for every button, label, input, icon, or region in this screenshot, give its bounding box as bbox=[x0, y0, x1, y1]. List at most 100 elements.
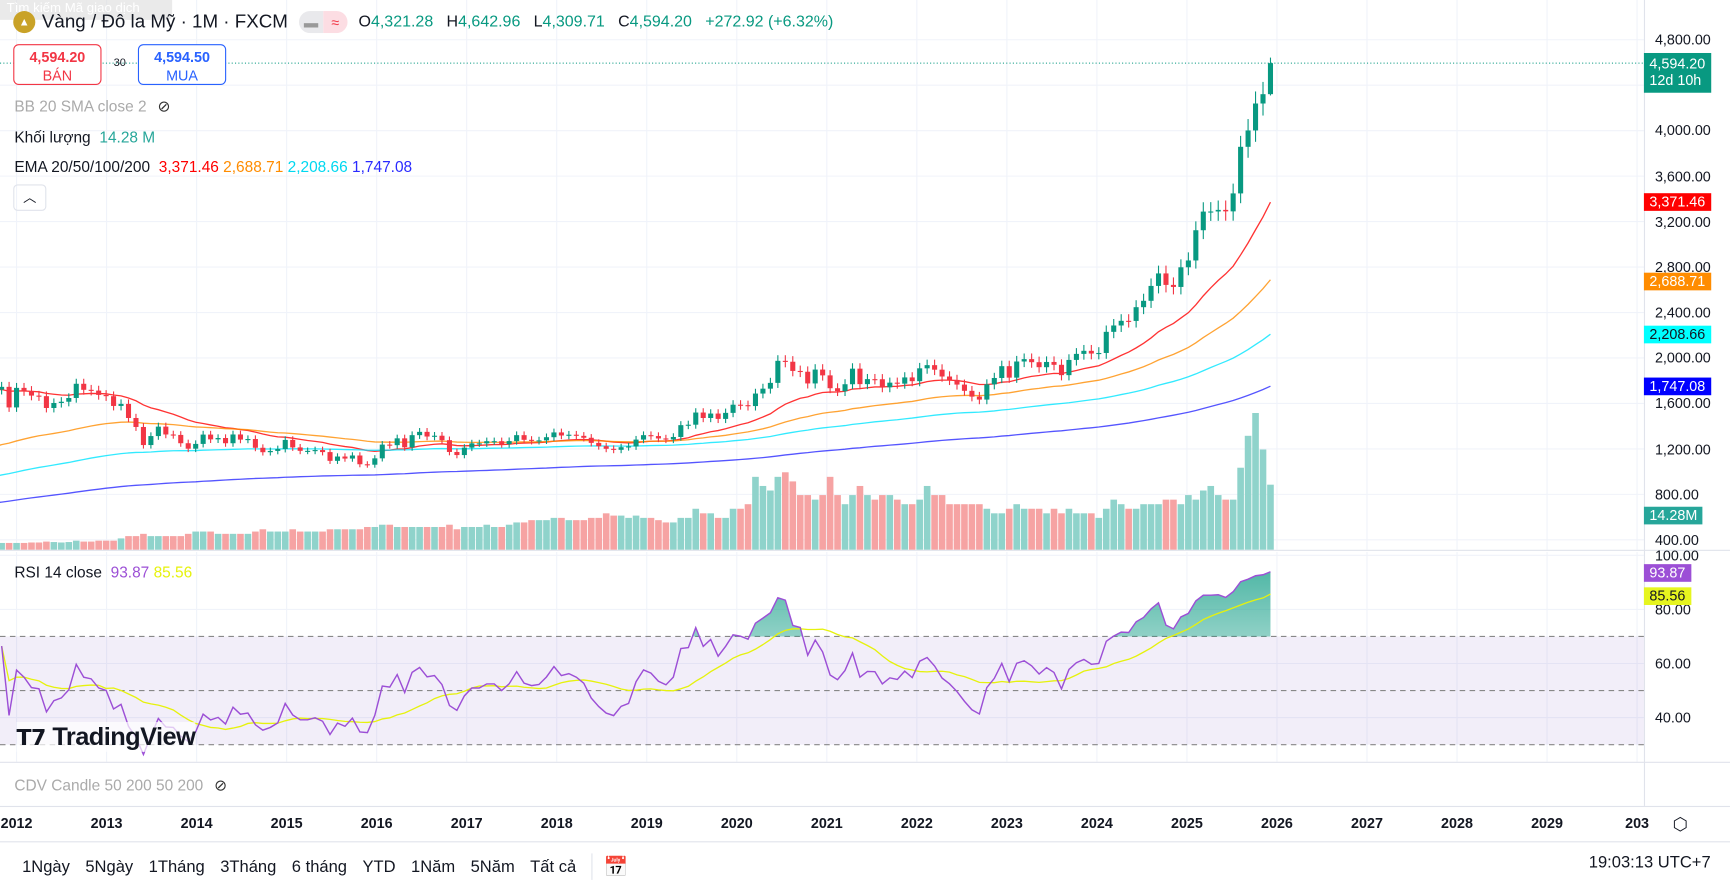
collapse-legend-button[interactable]: ︿ bbox=[13, 184, 47, 211]
candle-body bbox=[14, 387, 20, 408]
range-button[interactable]: Tất cả bbox=[530, 857, 577, 877]
candle-body bbox=[611, 448, 617, 450]
candle-body bbox=[909, 377, 915, 382]
divider bbox=[591, 853, 593, 880]
range-button[interactable]: 6 tháng bbox=[291, 857, 348, 877]
volume-bar bbox=[416, 526, 423, 550]
time-tick: 2018 bbox=[540, 814, 573, 832]
candle-body bbox=[491, 441, 497, 443]
eye-off-icon[interactable]: ⊘ bbox=[214, 776, 228, 794]
candle-body bbox=[476, 443, 482, 445]
price-pane[interactable] bbox=[0, 0, 1644, 550]
volume-bar bbox=[968, 504, 976, 550]
divider bbox=[0, 805, 1730, 808]
candle-body bbox=[969, 390, 975, 397]
candle-body bbox=[461, 447, 467, 456]
buy-button[interactable]: 4,594.50 MUA bbox=[137, 44, 227, 86]
volume-bar bbox=[199, 531, 207, 550]
volume-bar bbox=[184, 533, 192, 550]
market-status[interactable]: ▬ ≈ bbox=[298, 11, 348, 34]
price-tick: 2,000.00 bbox=[1654, 349, 1711, 367]
volume-tag: 14.28M bbox=[1643, 506, 1703, 525]
volume-bar bbox=[1132, 508, 1140, 550]
range-button[interactable]: 3Tháng bbox=[220, 857, 277, 877]
chart-settings-icon[interactable]: ⬡ bbox=[1672, 815, 1689, 835]
time-tick: 2020 bbox=[720, 814, 753, 832]
rsi-pane[interactable] bbox=[0, 552, 1644, 762]
candle-body bbox=[357, 455, 363, 465]
volume-bar bbox=[252, 531, 259, 550]
candle-body bbox=[155, 426, 161, 437]
rsi-ma-line bbox=[1, 593, 1271, 731]
volume-bar bbox=[214, 533, 222, 550]
range-button[interactable]: 5Ngày bbox=[85, 857, 134, 877]
candle-body bbox=[484, 441, 490, 444]
time-tick: 2028 bbox=[1441, 814, 1473, 832]
rsi-legend[interactable]: RSI 14 close 93.87 85.56 bbox=[14, 563, 192, 581]
volume-bar bbox=[1140, 504, 1147, 550]
divider bbox=[0, 841, 1730, 843]
sell-button[interactable]: 4,594.20 BÁN bbox=[13, 44, 102, 86]
volume-bar bbox=[453, 529, 461, 550]
candle-body bbox=[342, 456, 348, 459]
open-label: O bbox=[358, 13, 371, 31]
volume-bar bbox=[1110, 499, 1118, 550]
volume-bar bbox=[1043, 513, 1050, 550]
candle-body bbox=[932, 365, 938, 370]
volume-bar bbox=[349, 529, 356, 550]
volume-bar bbox=[991, 513, 998, 550]
date-range-calendar-icon[interactable]: 📅 bbox=[603, 855, 629, 878]
candle-body bbox=[446, 440, 452, 452]
candle-body bbox=[28, 390, 35, 396]
ema20-value: 3,371.46 bbox=[158, 157, 219, 176]
ema-legend[interactable]: EMA 20/50/100/200 3,371.46 2,688.71 2,20… bbox=[14, 158, 412, 176]
candle-body bbox=[640, 435, 647, 440]
volume-bar bbox=[908, 504, 916, 550]
range-button[interactable]: 1Tháng bbox=[148, 857, 205, 877]
volume-bar bbox=[886, 495, 894, 550]
price-tick: 2,800.00 bbox=[1654, 258, 1711, 276]
volume-bar bbox=[446, 524, 453, 550]
candle-body bbox=[655, 436, 661, 439]
cdv-legend[interactable]: CDV Candle 50 200 50 200 ⊘ bbox=[14, 776, 227, 795]
ema50-line bbox=[0, 279, 1271, 446]
volume-bar bbox=[864, 495, 871, 550]
tradingview-logo[interactable]: 𝗧𝟳 TradingView bbox=[16, 722, 196, 752]
low-value: 4,309.71 bbox=[542, 13, 605, 31]
time-tick: 2016 bbox=[360, 814, 393, 832]
range-button[interactable]: 5Năm bbox=[470, 857, 515, 877]
symbol-search-tooltip[interactable]: Tìm kiếm Mã giao dịch bbox=[0, 0, 173, 20]
candle-body bbox=[1148, 285, 1154, 301]
volume-bar bbox=[1237, 467, 1244, 550]
volume-legend[interactable]: Khối lượng 14.28 M bbox=[14, 128, 155, 146]
volume-bar bbox=[976, 504, 983, 550]
candle-body bbox=[6, 386, 12, 408]
clock[interactable]: 19:03:13 UTC+7 bbox=[1588, 853, 1711, 873]
ema100-line bbox=[0, 333, 1271, 477]
delayed-data-icon: ≈ bbox=[323, 11, 348, 34]
volume-bar bbox=[946, 504, 953, 550]
rsi-ma-legend-value: 85.56 bbox=[153, 563, 193, 581]
candle-body bbox=[1200, 211, 1206, 231]
eye-off-icon[interactable]: ⊘ bbox=[157, 97, 171, 115]
time-tick: 2021 bbox=[810, 814, 843, 832]
bb-legend[interactable]: BB 20 SMA close 2 ⊘ bbox=[14, 97, 170, 116]
volume-bar bbox=[408, 526, 416, 550]
volume-bar bbox=[565, 520, 573, 550]
candle-body bbox=[163, 426, 169, 435]
range-button[interactable]: 1Ngày bbox=[22, 857, 70, 877]
candle-body bbox=[1126, 320, 1132, 322]
candle-body bbox=[1215, 209, 1221, 212]
candle-body bbox=[297, 447, 303, 451]
volume-bar bbox=[625, 517, 632, 550]
volume-bar bbox=[147, 536, 155, 550]
candle-body bbox=[551, 432, 557, 438]
candle-body bbox=[1096, 352, 1102, 355]
candle-body bbox=[1103, 331, 1109, 353]
range-button[interactable]: YTD bbox=[362, 857, 396, 877]
range-button[interactable]: 1Năm bbox=[410, 857, 456, 877]
symbol-title[interactable]: Vàng / Đô la Mỹ · 1M · FXCM bbox=[41, 11, 288, 33]
volume-bar bbox=[423, 526, 431, 550]
candle-body bbox=[282, 439, 288, 450]
candle-body bbox=[618, 447, 624, 450]
